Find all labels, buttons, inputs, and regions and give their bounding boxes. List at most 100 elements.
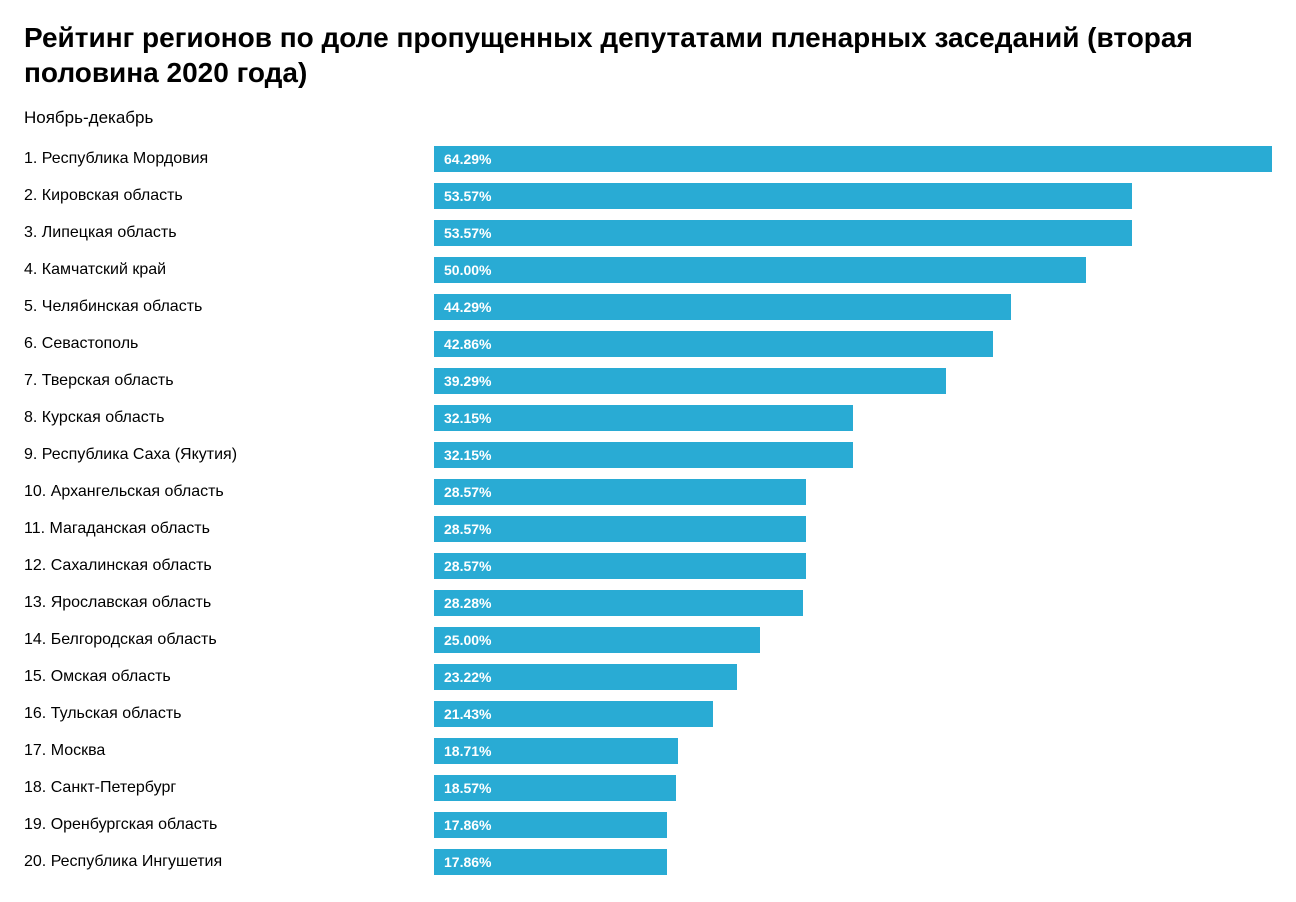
bar: 28.57% [434,479,806,505]
bar-track: 21.43% [434,701,1272,727]
chart-row: 14. Белгородская область 25.00% [24,623,1272,657]
bar: 42.86% [434,331,993,357]
bar-value-label: 28.57% [444,484,491,500]
region-label: 12. Сахалинская область [24,557,434,575]
chart-subtitle: Ноябрь-декабрь [24,108,1272,128]
region-label: 10. Архангельская область [24,483,434,501]
bar-value-label: 18.57% [444,780,491,796]
bar-track: 17.86% [434,849,1272,875]
chart-row: 2. Кировская область 53.57% [24,179,1272,213]
region-label: 4. Камчатский край [24,261,434,279]
bar-track: 25.00% [434,627,1272,653]
chart-row: 5. Челябинская область 44.29% [24,290,1272,324]
bar-value-label: 17.86% [444,854,491,870]
bar-track: 32.15% [434,442,1272,468]
bar-track: 42.86% [434,331,1272,357]
bar-track: 44.29% [434,294,1272,320]
bar: 23.22% [434,664,737,690]
bar: 17.86% [434,812,667,838]
bar-value-label: 25.00% [444,632,491,648]
chart-row: 1. Республика Мордовия 64.29% [24,142,1272,176]
bar-track: 53.57% [434,220,1272,246]
bar: 53.57% [434,183,1132,209]
chart-row: 7. Тверская область 39.29% [24,364,1272,398]
bar-value-label: 44.29% [444,299,491,315]
bar-track: 28.57% [434,516,1272,542]
region-label: 9. Республика Саха (Якутия) [24,446,434,464]
bar: 18.71% [434,738,678,764]
chart-row: 20. Республика Ингушетия 17.86% [24,845,1272,879]
chart-row: 15. Омская область 23.22% [24,660,1272,694]
bar-track: 50.00% [434,257,1272,283]
region-label: 16. Тульская область [24,705,434,723]
region-label: 2. Кировская область [24,187,434,205]
bar-value-label: 32.15% [444,410,491,426]
region-label: 15. Омская область [24,668,434,686]
region-label: 5. Челябинская область [24,298,434,316]
region-label: 18. Санкт-Петербург [24,779,434,797]
chart-row: 3. Липецкая область 53.57% [24,216,1272,250]
chart-row: 6. Севастополь 42.86% [24,327,1272,361]
chart-title: Рейтинг регионов по доле пропущенных деп… [24,20,1272,90]
bar: 28.57% [434,553,806,579]
bar-track: 28.57% [434,479,1272,505]
bar-track: 23.22% [434,664,1272,690]
bar: 32.15% [434,405,853,431]
bar-value-label: 53.57% [444,225,491,241]
bar-value-label: 28.28% [444,595,491,611]
bar-track: 53.57% [434,183,1272,209]
chart-row: 16. Тульская область 21.43% [24,697,1272,731]
bar-value-label: 32.15% [444,447,491,463]
bar-value-label: 23.22% [444,669,491,685]
bar-value-label: 64.29% [444,151,491,167]
region-label: 13. Ярославская область [24,594,434,612]
region-label: 17. Москва [24,742,434,760]
region-label: 1. Республика Мордовия [24,150,434,168]
bar: 44.29% [434,294,1011,320]
bar-value-label: 42.86% [444,336,491,352]
bar-track: 17.86% [434,812,1272,838]
chart-row: 10. Архангельская область 28.57% [24,475,1272,509]
chart-row: 11. Магаданская область 28.57% [24,512,1272,546]
bar: 21.43% [434,701,713,727]
bar: 28.28% [434,590,803,616]
region-label: 6. Севастополь [24,335,434,353]
region-label: 8. Курская область [24,409,434,427]
bar-value-label: 28.57% [444,521,491,537]
chart-row: 12. Сахалинская область 28.57% [24,549,1272,583]
bar: 39.29% [434,368,946,394]
bar-track: 18.57% [434,775,1272,801]
bar: 17.86% [434,849,667,875]
chart-row: 18. Санкт-Петербург 18.57% [24,771,1272,805]
region-label: 19. Оренбургская область [24,816,434,834]
bar: 28.57% [434,516,806,542]
bar-chart: 1. Республика Мордовия 64.29% 2. Кировская… [24,142,1272,882]
chart-row: 9. Республика Саха (Якутия) 32.15% [24,438,1272,472]
chart-row: 17. Москва 18.71% [24,734,1272,768]
chart-row: 13. Ярославская область 28.28% [24,586,1272,620]
region-label: 14. Белгородская область [24,631,434,649]
bar-value-label: 21.43% [444,706,491,722]
bar-track: 64.29% [434,146,1272,172]
bar-value-label: 18.71% [444,743,491,759]
bar: 18.57% [434,775,676,801]
bar: 25.00% [434,627,760,653]
region-label: 7. Тверская область [24,372,434,390]
bar-track: 32.15% [434,405,1272,431]
bar-value-label: 28.57% [444,558,491,574]
region-label: 20. Республика Ингушетия [24,853,434,871]
bar-value-label: 50.00% [444,262,491,278]
chart-row: 4. Камчатский край 50.00% [24,253,1272,287]
bar-value-label: 17.86% [444,817,491,833]
bar-value-label: 39.29% [444,373,491,389]
bar: 53.57% [434,220,1132,246]
bar: 64.29% [434,146,1272,172]
chart-row: 8. Курская область 32.15% [24,401,1272,435]
bar-value-label: 53.57% [444,188,491,204]
bar: 50.00% [434,257,1086,283]
chart-row: 19. Оренбургская область 17.86% [24,808,1272,842]
bar-track: 28.28% [434,590,1272,616]
region-label: 3. Липецкая область [24,224,434,242]
region-label: 11. Магаданская область [24,520,434,538]
bar-track: 18.71% [434,738,1272,764]
